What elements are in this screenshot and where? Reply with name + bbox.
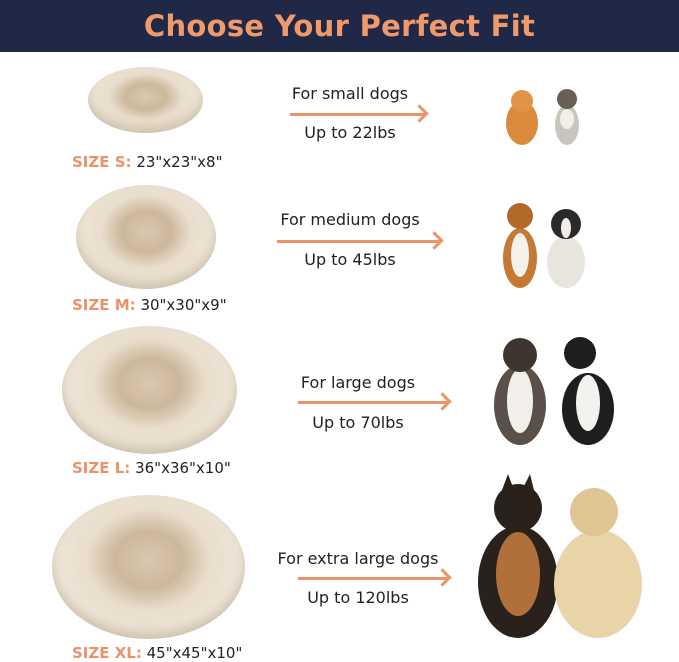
large-dogs-image xyxy=(494,337,614,445)
size-label: SIZE S: 23"x23"x8" xyxy=(72,153,222,171)
weight-text: Up to 22lbs xyxy=(304,123,396,142)
bed-image-medium xyxy=(76,185,216,289)
size-label: SIZE XL: 45"x45"x10" xyxy=(72,644,242,662)
small-dogs-image xyxy=(506,89,579,145)
medium-dogs-image xyxy=(503,203,585,288)
dog-size-text: For medium dogs xyxy=(280,210,420,229)
size-name: SIZE M: xyxy=(72,296,136,314)
weight-text: Up to 45lbs xyxy=(304,250,396,269)
pomeranian xyxy=(506,101,538,145)
size-dimensions: 36"x36"x10" xyxy=(135,459,231,477)
size-dimensions: 23"x23"x8" xyxy=(136,153,223,171)
extra-large-dogs-image xyxy=(478,474,642,638)
size-name: SIZE L: xyxy=(72,459,131,477)
size-label: SIZE L: 36"x36"x10" xyxy=(72,459,231,477)
dog-size-text: For small dogs xyxy=(291,84,409,103)
arrow-icon xyxy=(298,577,448,580)
dog-size-text: For large dogs xyxy=(300,373,416,392)
weight-text: Up to 70lbs xyxy=(312,413,404,432)
arrow-icon xyxy=(298,401,448,404)
header-banner: Choose Your Perfect Fit xyxy=(0,0,679,52)
size-label: SIZE M: 30"x30"x9" xyxy=(72,296,227,314)
size-dimensions: 30"x30"x9" xyxy=(140,296,227,314)
bed-image-small xyxy=(88,67,203,133)
weight-text: Up to 120lbs xyxy=(307,588,409,607)
bed-image-extra-large xyxy=(52,495,245,639)
size-name: SIZE XL: xyxy=(72,644,142,662)
size-name: SIZE S: xyxy=(72,153,132,171)
golden-retriever xyxy=(554,530,642,638)
french-bulldog xyxy=(547,236,585,288)
page-title: Choose Your Perfect Fit xyxy=(143,9,536,43)
arrow-icon xyxy=(277,240,440,243)
dog-size-text: For extra large dogs xyxy=(277,549,439,568)
bed-image-large xyxy=(62,326,237,454)
arrow-icon xyxy=(290,113,425,116)
size-dimensions: 45"x45"x10" xyxy=(146,644,243,662)
